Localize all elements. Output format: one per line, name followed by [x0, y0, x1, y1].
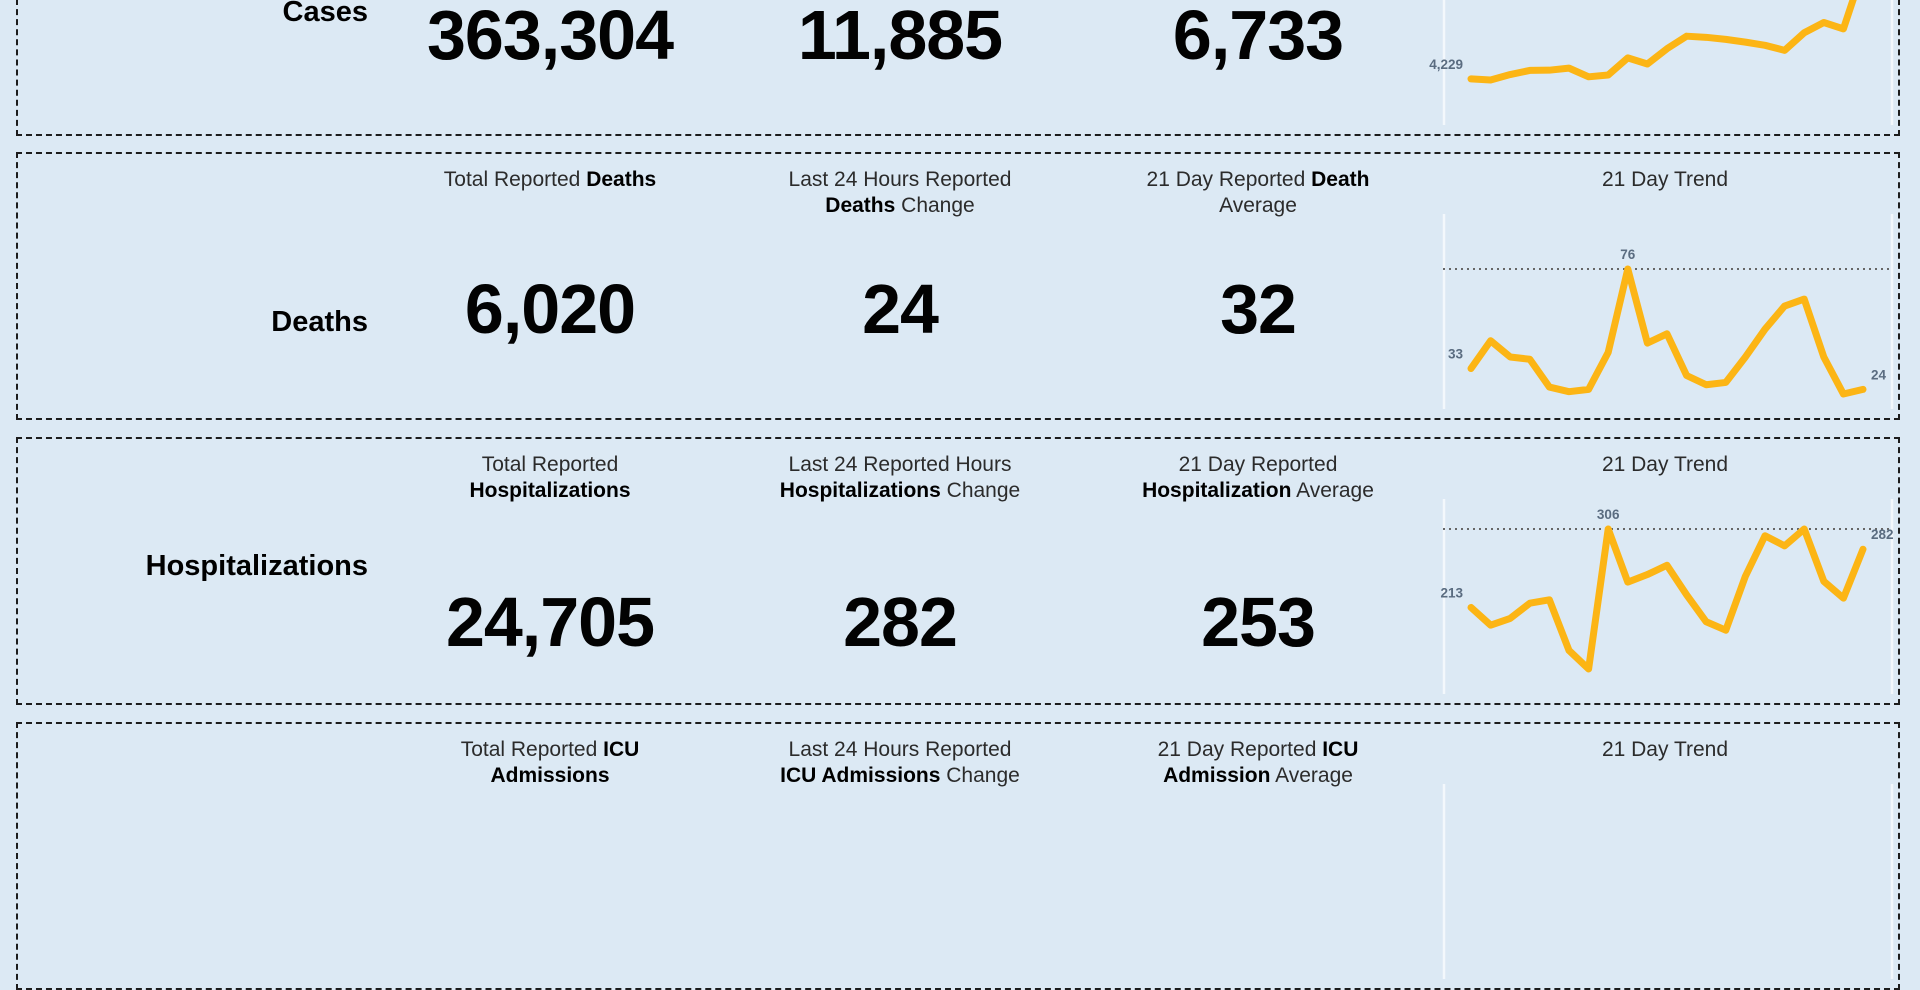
deaths-trend-sparkline[interactable]: 33 76 24 — [1442, 214, 1894, 409]
hosp-average-value: 253 — [1201, 583, 1316, 661]
icu-trend-sparkline[interactable] — [1442, 784, 1894, 979]
deaths-header-total: Total Reported Deaths — [443, 168, 657, 191]
cases-total-value: 363,304 — [426, 0, 674, 74]
deaths-header-trend-title: 21 Day Trend — [1601, 168, 1729, 191]
icu-header-average: 21 Day Reported ICU Admission Average — [1157, 738, 1359, 787]
panel-icu-admissions: Total Reported ICU Admissions Last 24 Hou… — [16, 722, 1900, 990]
hosp-total-value: 24,705 — [445, 583, 655, 661]
panel-deaths: Total Reported Deaths Last 24 Hours Repo… — [16, 152, 1900, 420]
svg-text:76: 76 — [1620, 247, 1636, 262]
icu-header-total: Total Reported ICU Admissions — [460, 738, 640, 787]
row-label-deaths: Deaths — [271, 306, 368, 338]
icu-header-trend-title: 21 Day Trend — [1601, 738, 1729, 761]
row-label-hospitalizations: Hospitalizations — [145, 550, 368, 582]
cases-average-value: 6,733 — [1172, 0, 1344, 74]
svg-text:33: 33 — [1448, 347, 1464, 362]
dashboard: { "colors": { "background": "#dce9f4", "… — [16, 0, 1900, 990]
deaths-total-value: 6,020 — [464, 270, 636, 348]
svg-text:306: 306 — [1597, 507, 1620, 522]
cases-trend-sparkline[interactable]: 4,229 — [1429, 0, 1894, 125]
panel-cases: Cases 363,304 11,885 6,733 4,229 — [16, 0, 1900, 136]
deaths-header-average: 21 Day Reported Death Average — [1146, 168, 1370, 217]
deaths-header-change: Last 24 Hours Reported Deaths Change — [788, 168, 1012, 217]
hosp-header-change: Last 24 Reported Hours Hospitalizations C… — [779, 453, 1021, 502]
row-label-cases: Cases — [282, 0, 368, 28]
svg-text:282: 282 — [1871, 527, 1894, 542]
svg-text:4,229: 4,229 — [1429, 57, 1463, 72]
cases-change-value: 11,885 — [797, 0, 1003, 74]
icu-header-change: Last 24 Hours Reported ICU Admissions Cha… — [780, 738, 1020, 787]
deaths-average-value: 32 — [1220, 270, 1297, 348]
deaths-change-value: 24 — [862, 270, 939, 348]
svg-text:213: 213 — [1440, 585, 1463, 600]
panel-hospitalizations: Total Reported Hospitalizations Last 24 R… — [16, 437, 1900, 705]
hosp-trend-sparkline[interactable]: 213 306 282 — [1440, 499, 1894, 694]
hosp-header-total: Total Reported Hospitalizations — [469, 453, 631, 502]
svg-text:24: 24 — [1871, 367, 1887, 382]
hosp-change-value: 282 — [843, 583, 958, 661]
hosp-header-trend-title: 21 Day Trend — [1601, 453, 1729, 476]
hosp-header-average: 21 Day Reported Hospitalization Average — [1142, 453, 1374, 502]
